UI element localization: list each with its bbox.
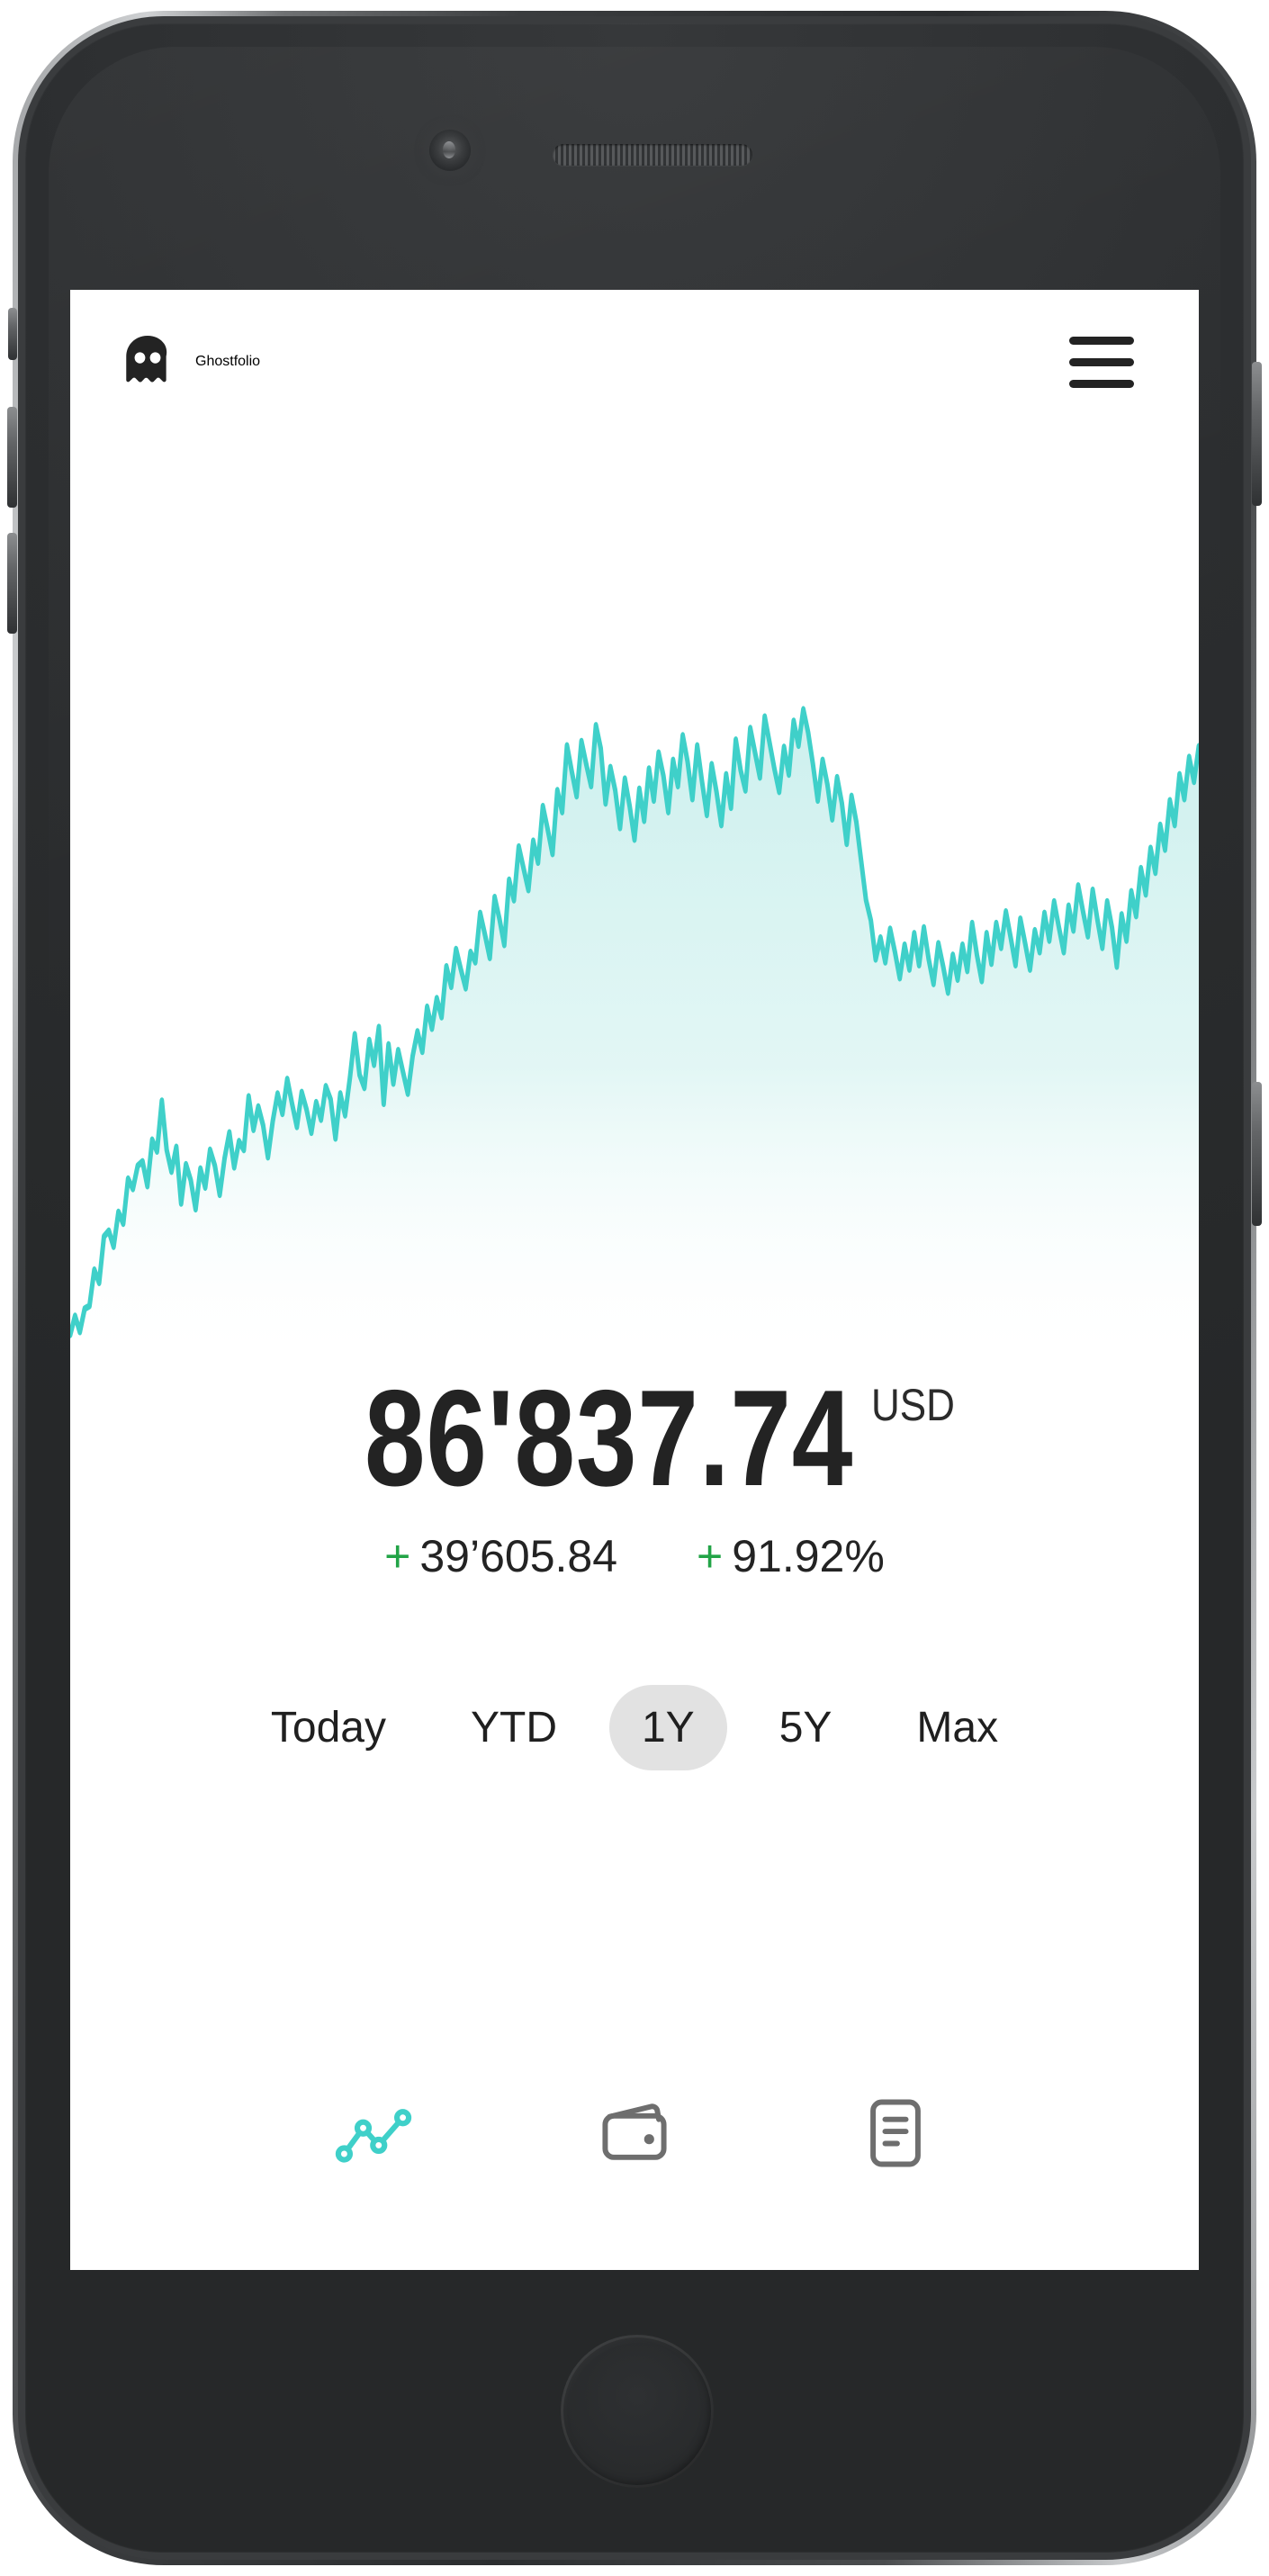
app-header: Ghostfolio — [70, 290, 1199, 434]
sim-tray — [1252, 1082, 1262, 1226]
nav-item-overview[interactable] — [323, 2083, 424, 2184]
brand-logo-group[interactable]: Ghostfolio — [120, 334, 260, 390]
phone-screen: Ghostfolio — [70, 290, 1199, 2270]
range-tab-ytd[interactable]: YTD — [470, 1704, 557, 1752]
percent-change: +91.92% — [697, 1530, 885, 1582]
hamburger-menu-icon[interactable] — [1060, 320, 1143, 403]
ghost-icon — [126, 335, 167, 383]
document-icon — [870, 2099, 921, 2167]
nav-item-summary[interactable] — [845, 2083, 946, 2184]
currency-code: USD — [870, 1380, 955, 1430]
menu-bar-3 — [1069, 379, 1134, 388]
line-chart-icon — [335, 2109, 412, 2163]
volume-down-button[interactable] — [7, 533, 17, 634]
silent-switch[interactable] — [8, 308, 17, 360]
chart-canvas — [70, 706, 1199, 1361]
change-row: +39’605.84 +91.92% — [70, 1530, 1199, 1582]
absolute-change: +39’605.84 — [384, 1530, 617, 1582]
range-tab-5y[interactable]: 5Y — [778, 1704, 832, 1752]
earpiece-speaker — [553, 144, 752, 166]
portfolio-value: 86'837.74 — [364, 1362, 853, 1515]
menu-bar-2 — [1069, 357, 1134, 366]
front-camera-icon — [429, 130, 471, 171]
absolute-change-value: 39’605.84 — [419, 1531, 618, 1581]
value-row: 86'837.74 USD — [70, 1370, 1199, 1507]
menu-bar-1 — [1069, 336, 1134, 345]
percent-change-sign: + — [697, 1531, 724, 1581]
power-button[interactable] — [1252, 362, 1262, 506]
portfolio-performance-chart[interactable] — [70, 677, 1199, 1361]
range-tab-max[interactable]: Max — [916, 1704, 999, 1752]
range-tab-1y[interactable]: 1Y — [608, 1685, 727, 1770]
date-range-selector: Today YTD 1Y 5Y Max — [70, 1685, 1199, 1770]
portfolio-summary: 86'837.74 USD +39’605.84 +91.92% — [70, 1370, 1199, 1582]
range-tab-today[interactable]: Today — [270, 1704, 386, 1752]
volume-up-button[interactable] — [7, 407, 17, 508]
bottom-navigation — [70, 2083, 1199, 2184]
absolute-change-sign: + — [384, 1531, 411, 1581]
brand-name: Ghostfolio — [195, 354, 261, 369]
chart-area-fill — [70, 709, 1199, 1361]
home-button[interactable] — [561, 2335, 714, 2488]
wallet-icon — [602, 2103, 667, 2160]
nav-item-holdings[interactable] — [584, 2083, 685, 2184]
percent-change-value: 91.92% — [732, 1531, 885, 1581]
chart-line — [70, 706, 1199, 1338]
phone-mockup: Ghostfolio — [7, 11, 1262, 2565]
